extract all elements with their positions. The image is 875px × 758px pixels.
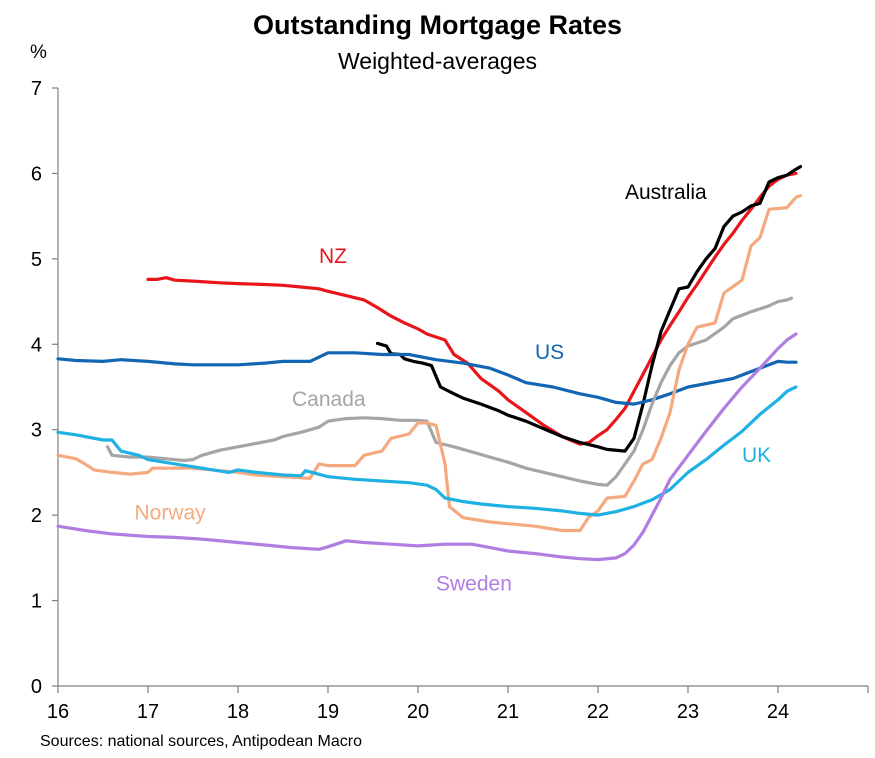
y-tick-label: 0 [31,676,42,698]
series-layer [56,165,803,562]
y-tick-label: 4 [31,334,42,356]
source-note: Sources: national sources, Antipodean Ma… [40,733,362,750]
series-line-norway [56,194,803,533]
series-label-norway: Norway [135,501,207,524]
x-tick-label: 20 [407,701,429,723]
x-tick-label: 19 [317,701,339,723]
y-tick-label: 5 [31,249,42,271]
x-tick-label: 16 [47,701,69,723]
series-label-sweden: Sweden [436,572,512,595]
series-label-uk: UK [742,444,771,467]
x-tick-label: 24 [767,701,789,723]
series-label-nz: NZ [319,245,347,268]
y-tick-label: 2 [31,505,42,527]
x-tick-label: 17 [137,701,159,723]
y-axis-unit-label: % [30,42,47,63]
series-labels: NZ Australia US Canada Norway UK Sweden [135,181,772,595]
x-tick-label: 18 [227,701,249,723]
chart-subtitle: Weighted-averages [337,48,538,74]
series-label-canada: Canada [292,388,366,411]
series-label-us: US [535,341,564,364]
series-line-uk [56,385,798,517]
x-tick-label: 21 [497,701,519,723]
y-tick-label: 6 [31,163,42,185]
x-tick-label: 22 [587,701,609,723]
y-tick-label: 7 [31,78,42,100]
y-tick-label: 3 [31,420,42,442]
x-tick-label: 23 [677,701,699,723]
series-label-australia: Australia [625,181,707,204]
series-line-australia [375,165,803,453]
series-line-sweden [56,332,798,562]
series-line-nz [146,171,798,446]
chart-title: Outstanding Mortgage Rates [252,10,623,40]
y-tick-label: 1 [31,591,42,613]
series-line-us [56,351,798,406]
